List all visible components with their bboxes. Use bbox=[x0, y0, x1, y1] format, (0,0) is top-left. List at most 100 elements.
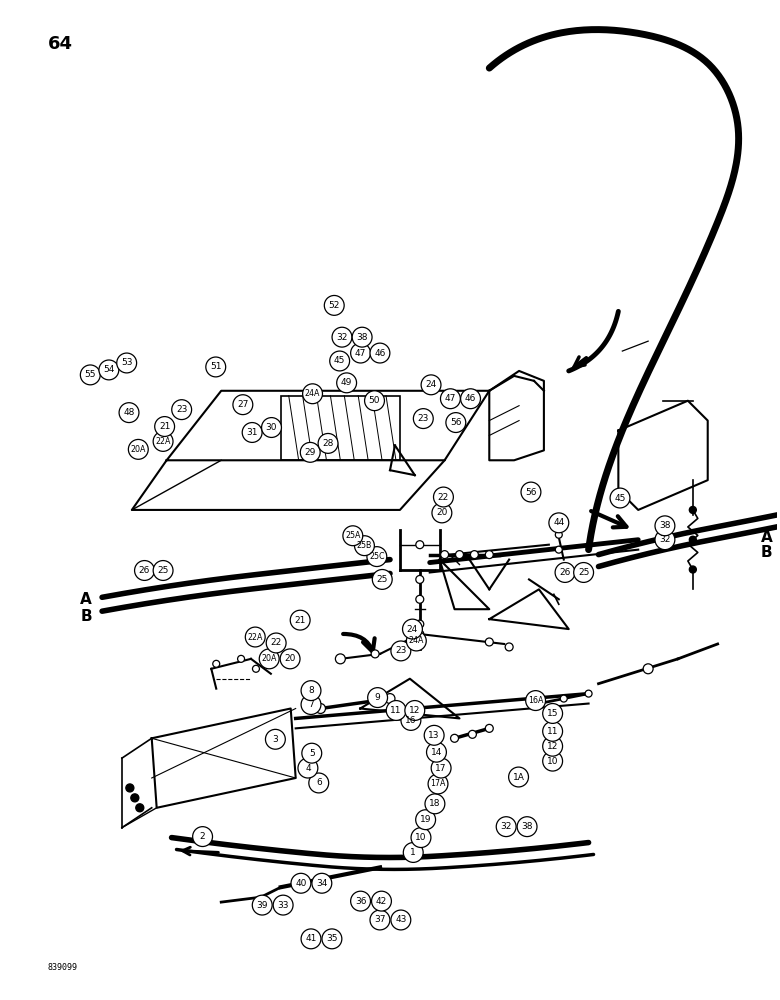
Text: 12: 12 bbox=[409, 706, 420, 715]
Text: 53: 53 bbox=[121, 358, 133, 367]
Text: 12: 12 bbox=[547, 742, 558, 751]
Text: 28: 28 bbox=[322, 439, 334, 448]
Circle shape bbox=[690, 566, 697, 573]
Text: 56: 56 bbox=[450, 418, 462, 427]
Circle shape bbox=[432, 503, 452, 523]
Circle shape bbox=[259, 649, 279, 669]
Text: 36: 36 bbox=[355, 897, 367, 906]
Circle shape bbox=[416, 575, 424, 583]
Circle shape bbox=[322, 929, 342, 949]
Text: 25B: 25B bbox=[356, 541, 372, 550]
Circle shape bbox=[402, 619, 423, 639]
Circle shape bbox=[644, 664, 653, 674]
Circle shape bbox=[117, 353, 136, 373]
Text: 46: 46 bbox=[374, 349, 385, 358]
Text: 38: 38 bbox=[659, 521, 671, 530]
Circle shape bbox=[135, 561, 154, 580]
Text: 35: 35 bbox=[326, 934, 338, 943]
Circle shape bbox=[213, 660, 220, 667]
Text: 1: 1 bbox=[410, 848, 416, 857]
Text: 45: 45 bbox=[334, 356, 346, 365]
Text: 34: 34 bbox=[316, 879, 328, 888]
Circle shape bbox=[324, 295, 344, 315]
Text: 18: 18 bbox=[429, 799, 441, 808]
Circle shape bbox=[364, 391, 385, 411]
Circle shape bbox=[301, 681, 321, 701]
Circle shape bbox=[253, 665, 260, 672]
Circle shape bbox=[332, 327, 352, 347]
Text: 48: 48 bbox=[123, 408, 135, 417]
Text: 38: 38 bbox=[356, 333, 368, 342]
Circle shape bbox=[555, 531, 562, 538]
Circle shape bbox=[470, 551, 478, 559]
Circle shape bbox=[690, 506, 697, 513]
Text: 29: 29 bbox=[304, 448, 316, 457]
Circle shape bbox=[405, 701, 425, 720]
Circle shape bbox=[451, 734, 459, 742]
Circle shape bbox=[246, 627, 265, 647]
Circle shape bbox=[424, 725, 444, 745]
Circle shape bbox=[441, 551, 448, 559]
Text: 6: 6 bbox=[316, 778, 321, 787]
Text: 27: 27 bbox=[237, 400, 249, 409]
Text: 21: 21 bbox=[159, 422, 170, 431]
Text: 25: 25 bbox=[158, 566, 168, 575]
Text: 26: 26 bbox=[559, 568, 571, 577]
Text: 32: 32 bbox=[336, 333, 348, 342]
Circle shape bbox=[351, 891, 370, 911]
Text: 13: 13 bbox=[428, 731, 440, 740]
Circle shape bbox=[280, 649, 300, 669]
Circle shape bbox=[233, 395, 253, 415]
Text: 15: 15 bbox=[547, 709, 558, 718]
Text: 17A: 17A bbox=[431, 779, 445, 788]
Circle shape bbox=[367, 547, 387, 567]
Circle shape bbox=[193, 827, 212, 847]
Text: 17: 17 bbox=[435, 764, 447, 773]
Circle shape bbox=[370, 343, 390, 363]
Text: 20: 20 bbox=[285, 654, 296, 663]
Circle shape bbox=[301, 929, 321, 949]
Circle shape bbox=[416, 620, 424, 628]
Text: 11: 11 bbox=[391, 706, 402, 715]
Circle shape bbox=[391, 910, 411, 930]
Text: 20A: 20A bbox=[130, 445, 146, 454]
Circle shape bbox=[505, 643, 513, 651]
Text: 25: 25 bbox=[377, 575, 388, 584]
Circle shape bbox=[434, 487, 453, 507]
Circle shape bbox=[300, 442, 320, 462]
Circle shape bbox=[302, 743, 321, 763]
Circle shape bbox=[261, 418, 282, 437]
Circle shape bbox=[153, 431, 173, 451]
Text: 37: 37 bbox=[374, 915, 385, 924]
Circle shape bbox=[290, 610, 310, 630]
Text: 22A: 22A bbox=[247, 633, 263, 642]
Text: 20: 20 bbox=[436, 508, 448, 517]
Text: 23: 23 bbox=[417, 414, 429, 423]
Circle shape bbox=[573, 563, 594, 582]
Text: 45: 45 bbox=[615, 494, 626, 503]
Circle shape bbox=[131, 794, 139, 802]
Circle shape bbox=[585, 690, 592, 697]
Circle shape bbox=[411, 828, 431, 848]
Circle shape bbox=[416, 810, 435, 830]
Circle shape bbox=[343, 526, 363, 546]
Text: 24A: 24A bbox=[409, 636, 424, 645]
Circle shape bbox=[386, 701, 406, 720]
Text: 25C: 25C bbox=[369, 552, 385, 561]
Text: 10: 10 bbox=[415, 833, 427, 842]
Text: 31: 31 bbox=[246, 428, 258, 437]
Circle shape bbox=[416, 630, 424, 638]
Circle shape bbox=[485, 638, 493, 646]
Text: 7: 7 bbox=[308, 700, 314, 709]
Text: A: A bbox=[760, 530, 772, 545]
Text: 2: 2 bbox=[200, 832, 205, 841]
Circle shape bbox=[129, 439, 148, 459]
Circle shape bbox=[119, 403, 139, 423]
Text: 11: 11 bbox=[547, 727, 558, 736]
Text: B: B bbox=[760, 545, 772, 560]
Circle shape bbox=[456, 551, 463, 559]
Circle shape bbox=[526, 691, 545, 710]
Text: 49: 49 bbox=[341, 378, 353, 387]
Circle shape bbox=[309, 773, 328, 793]
Circle shape bbox=[372, 570, 392, 589]
